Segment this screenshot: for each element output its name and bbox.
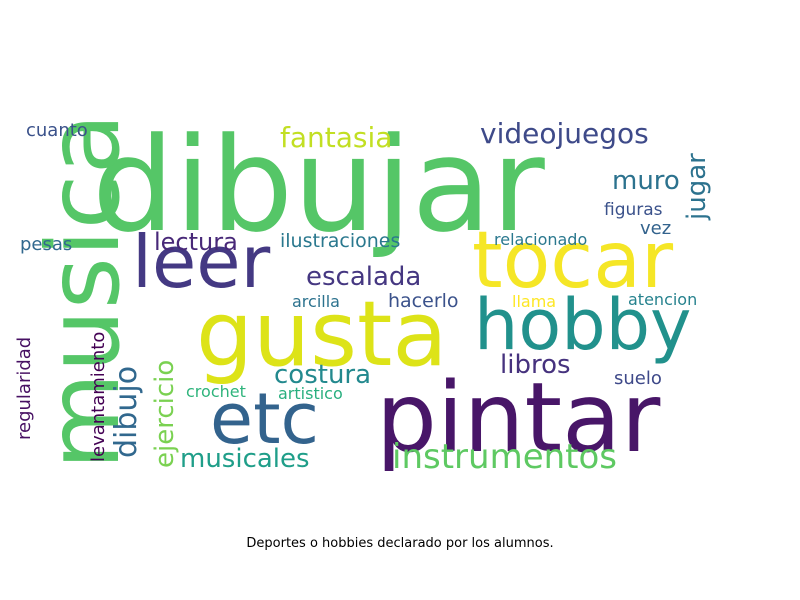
cloud-word-levantamiento: levantamiento — [88, 331, 109, 462]
cloud-word-escalada: escalada — [306, 262, 422, 292]
cloud-word-costura: costura — [274, 360, 372, 390]
cloud-word-figuras: figuras — [604, 200, 663, 220]
cloud-word-ilustraciones: ilustraciones — [280, 230, 401, 252]
cloud-word-regularidad: regularidad — [14, 336, 35, 440]
cloud-word-videojuegos: videojuegos — [480, 117, 649, 150]
cloud-word-relacionado: relacionado — [494, 230, 588, 249]
cloud-word-artistico: artistico — [278, 384, 343, 403]
cloud-word-pesas: pesas — [20, 234, 73, 255]
cloud-word-pintar: pintar — [376, 362, 661, 474]
cloud-word-hacerlo: hacerlo — [388, 290, 459, 312]
figure-caption: Deportes o hobbies declarado por los alu… — [246, 536, 554, 551]
cloud-word-arcilla: arcilla — [292, 292, 340, 311]
cloud-word-lectura: lectura — [154, 228, 238, 256]
cloud-word-hobby: hobby — [474, 284, 692, 366]
cloud-word-libros: libros — [500, 350, 571, 380]
cloud-word-gusta: gusta — [196, 282, 448, 387]
cloud-word-jugar: jugar — [682, 153, 712, 220]
cloud-word-tocar: tocar — [472, 216, 674, 306]
cloud-word-cuanto: cuanto — [26, 120, 88, 141]
cloud-word-leer: leer — [132, 220, 271, 304]
cloud-word-suelo: suelo — [614, 368, 662, 389]
cloud-word-ejercicio: ejercicio — [150, 359, 180, 468]
cloud-word-llama: llama — [512, 292, 557, 311]
cloud-word-dibujar: dibujar — [92, 109, 545, 261]
cloud-word-vez: vez — [640, 218, 672, 239]
cloud-word-dibujo: dibujo — [109, 365, 144, 458]
cloud-word-etc: etc — [210, 378, 319, 460]
cloud-word-atencion: atencion — [628, 290, 698, 309]
cloud-word-musicales: musicales — [180, 444, 310, 474]
cloud-word-fantasia: fantasia — [280, 121, 393, 154]
cloud-word-muro: muro — [612, 166, 680, 196]
cloud-word-instrumentos: instrumentos — [392, 437, 618, 477]
cloud-word-crochet: crochet — [186, 382, 246, 401]
